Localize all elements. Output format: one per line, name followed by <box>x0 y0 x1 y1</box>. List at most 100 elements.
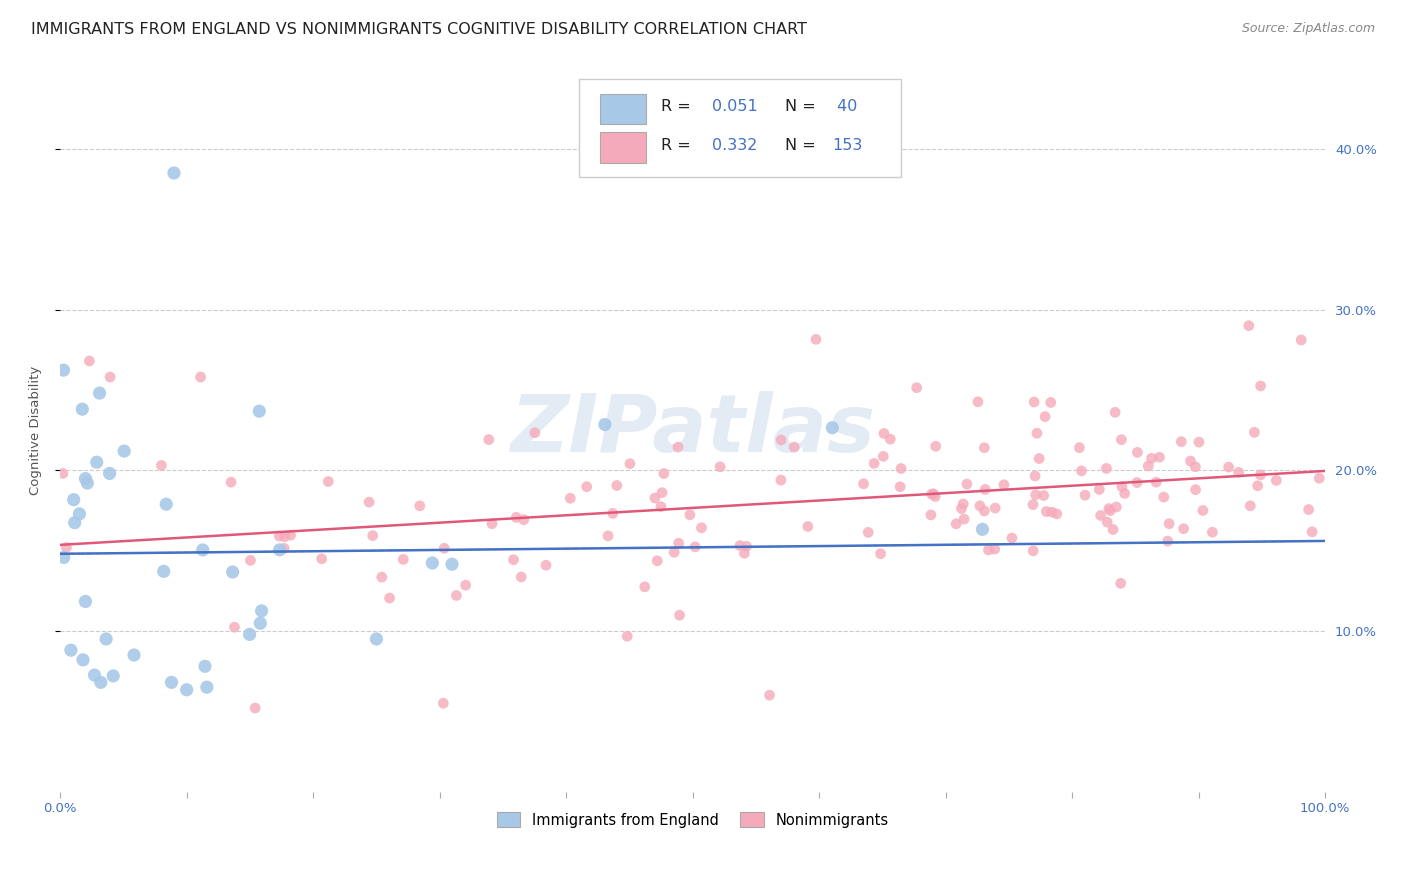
Point <box>1111 480 1133 494</box>
Bar <box>600 132 645 162</box>
Point <box>733 546 755 560</box>
Point <box>1001 531 1024 545</box>
Point <box>863 457 886 471</box>
Point <box>1137 458 1160 473</box>
Point <box>683 540 706 554</box>
Point <box>163 166 186 180</box>
Point <box>924 490 946 504</box>
Point <box>1039 395 1062 409</box>
Point <box>243 701 266 715</box>
Y-axis label: Cognitive Disability: Cognitive Disability <box>30 366 42 495</box>
Point <box>83 668 105 682</box>
Point <box>247 404 270 418</box>
Point <box>925 439 948 453</box>
Point <box>269 542 291 557</box>
Point <box>1111 433 1133 447</box>
Point <box>103 669 125 683</box>
Point <box>1102 523 1125 537</box>
Point <box>666 440 689 454</box>
Point <box>650 500 672 514</box>
Point <box>1033 409 1056 424</box>
Point <box>956 477 979 491</box>
Point <box>59 643 82 657</box>
Point <box>1114 486 1136 500</box>
Point <box>409 499 432 513</box>
Point <box>194 659 217 673</box>
Point <box>52 550 75 565</box>
Point <box>361 529 384 543</box>
Point <box>1040 505 1063 519</box>
Point <box>239 627 262 641</box>
Point <box>420 556 443 570</box>
Point <box>221 565 243 579</box>
Point <box>505 510 527 524</box>
Text: R =: R = <box>661 99 696 114</box>
Point <box>75 594 97 608</box>
Point <box>1140 451 1163 466</box>
Point <box>821 420 844 434</box>
Point <box>616 629 638 643</box>
Point <box>371 570 394 584</box>
Point <box>690 521 713 535</box>
Point <box>1109 576 1132 591</box>
Point <box>889 480 911 494</box>
Point <box>440 558 463 572</box>
Point <box>98 370 121 384</box>
Point <box>679 508 702 522</box>
Point <box>433 541 456 556</box>
Point <box>1153 490 1175 504</box>
Point <box>879 432 901 446</box>
Point <box>502 553 524 567</box>
Point <box>804 332 827 346</box>
Point <box>63 516 86 530</box>
Point <box>984 501 1007 516</box>
Point <box>905 381 928 395</box>
Point <box>952 497 974 511</box>
Point <box>783 440 806 454</box>
Point <box>311 551 333 566</box>
Point <box>1250 467 1272 482</box>
Point <box>1025 488 1047 502</box>
Point <box>478 433 501 447</box>
Point <box>575 480 598 494</box>
Point <box>1192 503 1215 517</box>
Point <box>967 394 990 409</box>
Point <box>983 542 1005 557</box>
Point <box>176 682 198 697</box>
Point <box>1298 502 1320 516</box>
Point <box>869 547 891 561</box>
Point <box>1173 522 1195 536</box>
Point <box>75 471 97 485</box>
Point <box>668 608 690 623</box>
Point <box>1237 318 1260 333</box>
Point <box>1126 475 1149 490</box>
Point <box>1126 445 1149 459</box>
Point <box>366 632 388 646</box>
FancyBboxPatch shape <box>579 79 901 177</box>
Point <box>668 536 690 550</box>
Point <box>155 497 177 511</box>
Point <box>1032 489 1054 503</box>
Point <box>1069 441 1091 455</box>
Point <box>920 508 942 522</box>
Point <box>454 578 477 592</box>
Point <box>152 565 174 579</box>
Point <box>150 458 173 473</box>
Point <box>797 519 820 533</box>
Point <box>1024 469 1046 483</box>
Point <box>1149 450 1171 465</box>
Point <box>596 529 619 543</box>
Text: R =: R = <box>661 138 696 153</box>
Point <box>852 476 875 491</box>
Point <box>1022 498 1045 512</box>
Point <box>651 485 673 500</box>
Point <box>993 477 1015 491</box>
Point <box>1024 395 1046 409</box>
Point <box>1170 434 1192 449</box>
Point <box>560 491 582 506</box>
Point <box>728 539 751 553</box>
Point <box>1243 425 1265 440</box>
Point <box>1180 454 1202 468</box>
Point <box>90 675 112 690</box>
Point <box>1035 505 1057 519</box>
